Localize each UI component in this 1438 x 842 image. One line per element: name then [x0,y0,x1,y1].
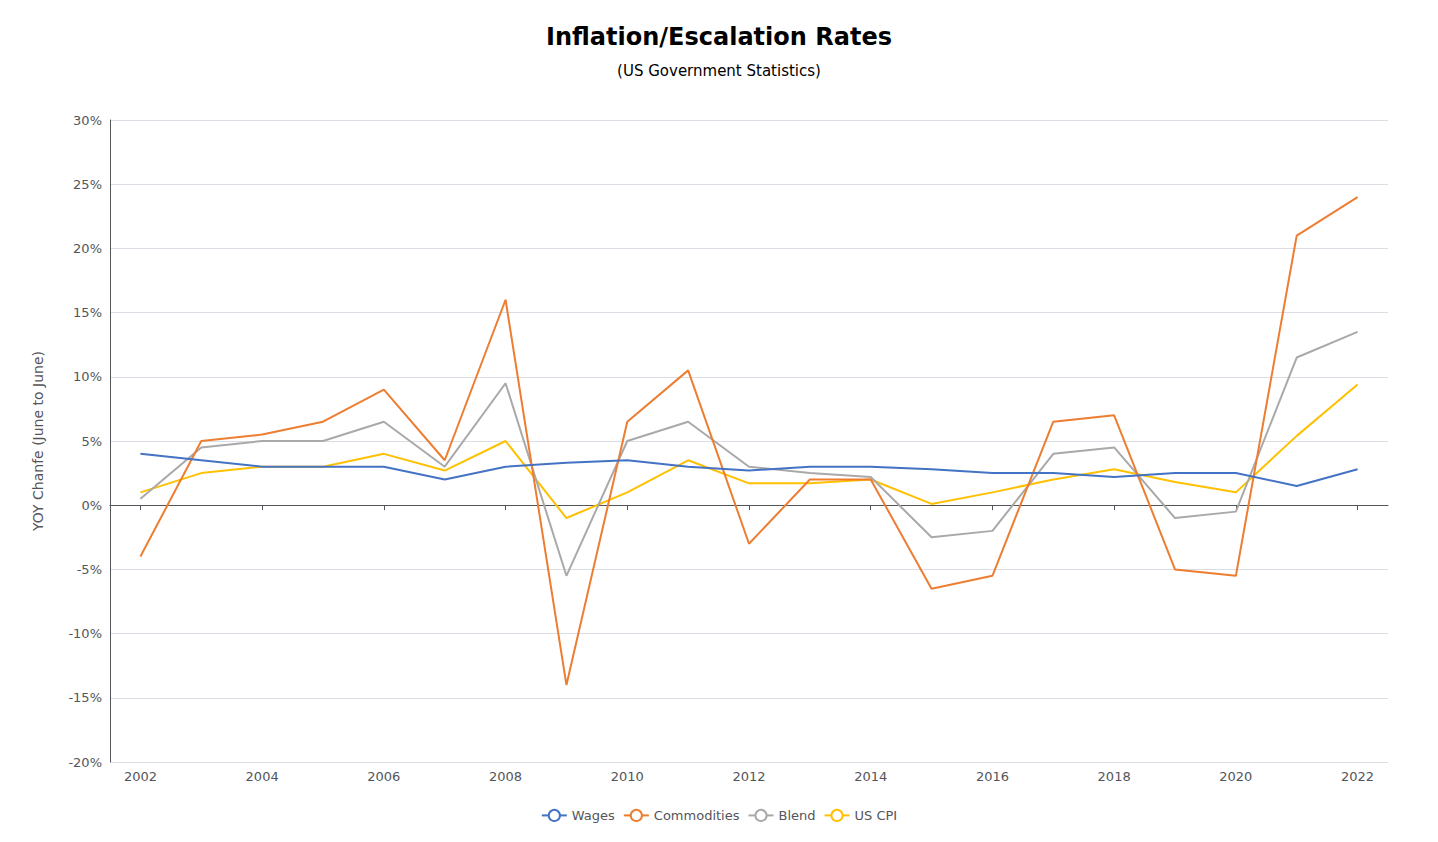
svg-text:2008: 2008 [489,769,522,784]
svg-text:0%: 0% [81,498,102,513]
svg-text:-20%: -20% [68,755,102,770]
svg-text:25%: 25% [73,177,102,192]
svg-text:5%: 5% [81,434,102,449]
svg-text:Commodities: Commodities [654,808,740,823]
svg-text:2022: 2022 [1341,769,1374,784]
svg-text:2014: 2014 [854,769,887,784]
svg-text:YOY Chanfe (June to June): YOY Chanfe (June to June) [30,351,46,532]
svg-text:Wages: Wages [572,808,615,823]
svg-text:15%: 15% [73,305,102,320]
svg-text:2006: 2006 [367,769,400,784]
svg-text:2004: 2004 [246,769,279,784]
svg-text:2010: 2010 [611,769,644,784]
svg-text:Inflation/Escalation Rates: Inflation/Escalation Rates [546,23,892,51]
svg-text:(US Government Statistics): (US Government Statistics) [617,62,821,80]
svg-text:30%: 30% [73,113,102,128]
svg-text:Blend: Blend [778,808,815,823]
svg-text:2012: 2012 [732,769,765,784]
svg-text:20%: 20% [73,241,102,256]
svg-text:2002: 2002 [124,769,157,784]
svg-text:2016: 2016 [976,769,1009,784]
svg-text:2020: 2020 [1219,769,1252,784]
svg-text:10%: 10% [73,369,102,384]
svg-text:2018: 2018 [1098,769,1131,784]
svg-text:-5%: -5% [77,562,102,577]
svg-text:-15%: -15% [68,690,102,705]
svg-text:-10%: -10% [68,626,102,641]
svg-text:US CPI: US CPI [855,808,898,823]
